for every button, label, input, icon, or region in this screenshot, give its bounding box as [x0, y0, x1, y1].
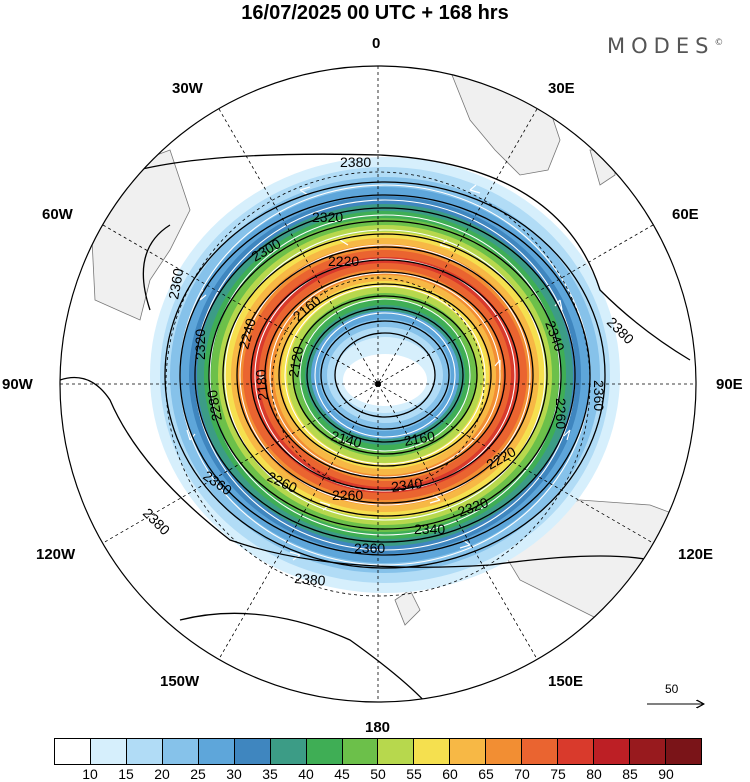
lon-label-180: 180	[365, 719, 390, 735]
colorbar-tick-label: 10	[82, 766, 98, 782]
colorbar-swatch	[486, 739, 523, 764]
colorbar-tick-label: 80	[586, 766, 602, 782]
lon-label-30e: 30E	[548, 80, 575, 97]
contour-label: 2340	[390, 475, 423, 495]
contour-label: 2140	[329, 427, 363, 451]
colorbar-swatch	[234, 739, 271, 764]
colorbar-swatch	[55, 739, 91, 764]
colorbar-tick-label: 30	[226, 766, 242, 782]
lon-label-120e: 120E	[678, 546, 713, 563]
contour-label: 2120	[285, 345, 306, 379]
colorbar-swatch	[522, 739, 559, 764]
lon-label-30w: 30W	[172, 80, 204, 97]
colorbar-tick-label: 25	[190, 766, 206, 782]
colorbar-swatch	[378, 739, 415, 764]
colorbar-tick-label: 35	[262, 766, 278, 782]
vector-reference-arrow-icon	[647, 699, 706, 709]
colorbar-tick-label: 65	[478, 766, 494, 782]
new-zealand-landmass	[394, 589, 421, 626]
colorbar-swatch	[558, 739, 595, 764]
contour-label: 2360	[165, 267, 186, 301]
colorbar-tick-label: 90	[658, 766, 674, 782]
colorbar-swatch	[198, 739, 235, 764]
colorbar-swatch	[270, 739, 307, 764]
wind-speed-shading	[150, 157, 620, 593]
lon-label-150e: 150E	[548, 673, 583, 690]
colorbar-tick-label: 55	[406, 766, 422, 782]
lon-label-60e: 60E	[672, 206, 699, 223]
colorbar-swatch	[665, 739, 701, 764]
lon-label-150w: 150W	[160, 673, 200, 690]
contour-label: 2360	[354, 540, 385, 556]
contour-label: 2380	[294, 570, 327, 589]
map-field	[60, 66, 696, 702]
contour-label: 2180	[252, 368, 271, 401]
colorbar-tick-label: 20	[154, 766, 170, 782]
contour-label: 2160	[403, 428, 437, 449]
colorbar-swatch	[126, 739, 163, 764]
lon-label-120w: 120W	[36, 546, 76, 563]
colorbar-tick-label: 60	[442, 766, 458, 782]
contour-label: 2280	[204, 389, 225, 423]
colorbar-swatch	[594, 739, 630, 764]
colorbar-swatch	[414, 739, 451, 764]
brand-text: MODES	[607, 34, 715, 58]
lon-label-90w: 90W	[2, 376, 34, 393]
contour-label: 2360	[591, 380, 607, 411]
colorbar-swatch	[450, 739, 487, 764]
colorbar	[54, 738, 702, 765]
contour-label: 2320	[192, 329, 208, 360]
colorbar-tick-label: 75	[550, 766, 566, 782]
contour-label: 2340	[414, 521, 445, 537]
polar-map: 2380 2320 2300 2220 2160 2360 2320 2240 …	[2, 35, 743, 735]
copyright-mark: ©	[714, 38, 724, 48]
colorbar-tick-label: 50	[370, 766, 386, 782]
map-boundary	[59, 65, 697, 703]
colorbar-tick-label: 45	[334, 766, 350, 782]
brand-logo: MODES©	[607, 34, 723, 58]
colorbar-swatch	[342, 739, 379, 764]
contour-label: 2260	[553, 398, 569, 429]
colorbar-tick-label: 70	[514, 766, 530, 782]
vector-reference: 50	[645, 682, 706, 712]
contour-label: 2220	[328, 253, 359, 269]
contour-label: 2320	[312, 209, 343, 225]
streamline-arrows	[186, 184, 571, 561]
contour-label: 2240	[235, 316, 259, 350]
map-title: 16/07/2025 00 UTC + 168 hrs	[241, 2, 509, 24]
colorbar-swatch	[306, 739, 343, 764]
colorbar-tick-label: 15	[118, 766, 134, 782]
contour-label: 2260	[332, 487, 363, 503]
vector-reference-label: 50	[665, 682, 679, 696]
longitude-labels: 0 30E 60E 90E 120E 150E 180 150W 120W 90…	[2, 35, 743, 735]
colorbar-swatch	[630, 739, 666, 764]
colorbar-tick-label: 40	[298, 766, 314, 782]
colorbar-labels: 10 15 20 25 30 35 40 45 50 55 60 65 70 75 80 85 90	[54, 766, 702, 782]
lon-label-90e: 90E	[716, 376, 743, 393]
south-pole-marker	[375, 381, 381, 387]
lon-label-0: 0	[372, 35, 380, 52]
lon-label-60w: 60W	[42, 206, 74, 223]
contour-label: 2380	[340, 154, 371, 170]
colorbar-tick-label: 85	[622, 766, 638, 782]
colorbar-swatch	[90, 739, 127, 764]
colorbar-swatch	[162, 739, 199, 764]
